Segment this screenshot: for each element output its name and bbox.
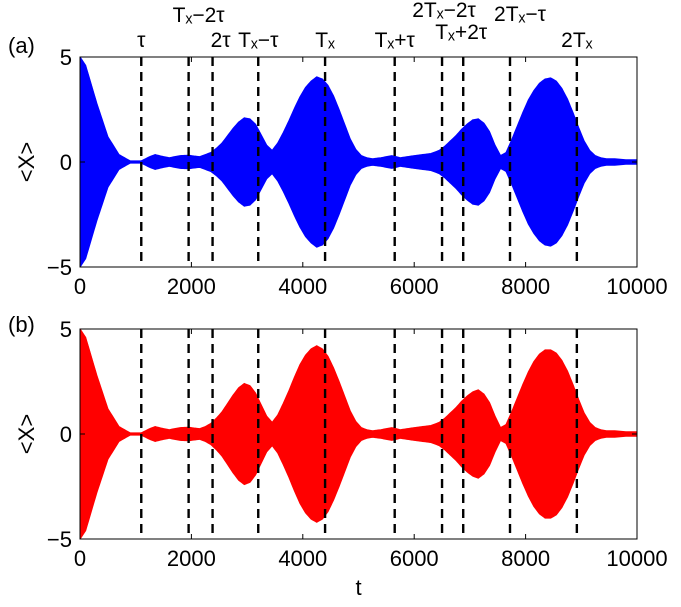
x-tick-label: 8000 [501,546,550,571]
panel-label: (a) [8,33,35,58]
panel-label: (b) [8,312,35,337]
y-tick-label: 0 [60,150,72,175]
x-tick-label: 8000 [501,274,550,299]
marker-label: 2Tₓ−2τ [412,0,476,22]
x-tick-label: 4000 [278,274,327,299]
signal-envelope-upper [79,328,637,434]
marker-label: 2Tₓ [561,29,593,52]
signal-trace [79,328,638,539]
y-axis-label: <X> [14,414,39,454]
x-tick-label: 6000 [390,274,439,299]
marker-label: τ [137,29,146,52]
x-tick-label: 0 [74,274,86,299]
y-tick-label: −5 [47,527,72,552]
x-tick-label: 10000 [606,546,667,571]
x-axis-label: t [355,575,361,600]
y-tick-label: 5 [60,45,72,70]
y-axis-label: <X> [14,142,39,182]
y-tick-label: −5 [47,255,72,280]
marker-label: 2Tₓ−τ [494,3,547,26]
x-tick-label: 6000 [390,546,439,571]
marker-label: Tₓ+τ [375,29,416,52]
signal-envelope-lower [79,434,637,540]
x-tick-label: 2000 [167,546,216,571]
y-tick-label: 0 [60,422,72,447]
marker-label: Tₓ−τ [238,29,279,52]
marker-label: Tₓ+2τ [435,21,488,44]
marker-label: Tₓ [315,29,335,52]
x-tick-label: 4000 [278,546,327,571]
y-tick-label: 5 [60,317,72,342]
signal-trace [79,56,638,267]
x-tick-label: 10000 [606,274,667,299]
marker-label: Tₓ−2τ [173,4,226,27]
x-tick-label: 2000 [167,274,216,299]
x-tick-label: 0 [74,546,86,571]
marker-label: 2τ [211,29,232,52]
signal-envelope-lower [79,162,637,268]
panel-b: 0 2000 4000 6000 8000 10000−505<X>t(b) [8,312,668,600]
signal-envelope-upper [79,56,637,162]
panel-a: 0 2000 4000 6000 8000 10000−505<X>(a) τTₓ−2τ2τ… [8,0,668,299]
